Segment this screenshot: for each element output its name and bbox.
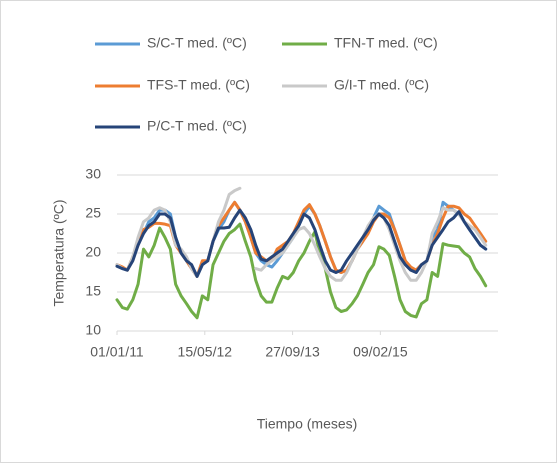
x-tick-label: 01/01/11: [90, 344, 144, 360]
legend-label: G/I-T med. (ºC): [334, 77, 429, 93]
x-tick-label: 09/02/15: [353, 344, 408, 360]
legend-label: P/C-T med. (ºC): [147, 118, 247, 134]
y-tick-label: 10: [85, 322, 101, 338]
series-line: [115, 222, 488, 320]
legend-label: S/C-T med. (ºC): [147, 35, 247, 51]
y-tick-label: 30: [85, 166, 101, 182]
y-tick-label: 15: [85, 283, 101, 299]
x-axis-title: Tiempo (meses): [257, 416, 358, 432]
series-line: [115, 208, 488, 278]
y-axis-title: Temperatura (ºC): [51, 199, 67, 306]
x-tick-label: 15/05/12: [178, 344, 233, 360]
legend-label: TFN-T med. (ºC): [334, 35, 438, 51]
x-tick-label: 27/09/13: [265, 344, 320, 360]
legend-label: TFS-T med. (ºC): [147, 77, 250, 93]
y-tick-label: 25: [85, 205, 101, 221]
y-tick-label: 20: [85, 244, 101, 260]
